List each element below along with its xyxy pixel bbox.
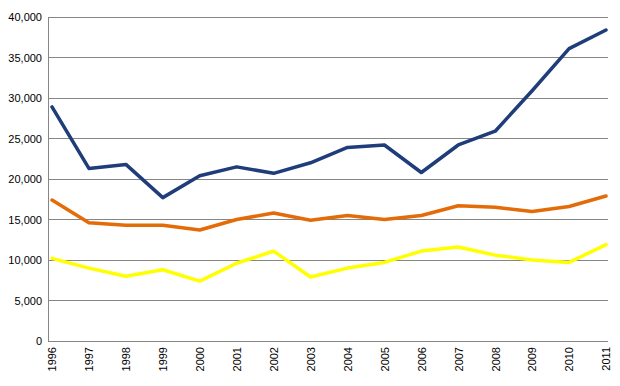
- series-line: [52, 245, 606, 281]
- x-tick: 1999: [157, 341, 169, 371]
- x-tick: 2008: [490, 341, 502, 371]
- x-tick: 1996: [46, 341, 58, 371]
- x-tick-label: 2003: [305, 347, 317, 371]
- y-tick-label: 40,000: [8, 11, 42, 23]
- x-tick: 2005: [379, 341, 391, 371]
- y-tick-label: 10,000: [8, 254, 42, 266]
- grid-line: [48, 57, 608, 58]
- x-tick-label: 2002: [268, 347, 280, 371]
- x-tick: 1998: [120, 341, 132, 371]
- x-tick: 2002: [268, 341, 280, 371]
- x-tick-label: 2008: [490, 347, 502, 371]
- x-tick: 1997: [83, 341, 95, 371]
- y-axis-line: [48, 18, 49, 342]
- y-tick: 40,000: [8, 11, 48, 23]
- y-tick: 10,000: [8, 254, 48, 266]
- x-tick-label: 2009: [526, 347, 538, 371]
- x-tick-label: 2001: [231, 347, 243, 371]
- grid-line: [48, 17, 608, 18]
- y-tick-label: 15,000: [8, 214, 42, 226]
- plot: 0 5,000 10,000 15,000 20,000 25,000 30,000 35,0…: [8, 11, 612, 371]
- y-tick-label: 20,000: [8, 173, 42, 185]
- x-tick-label: 1998: [120, 347, 132, 371]
- x-axis: 1996 1997 1998 1999 2000 2001 2002 2003 2004 2005…: [46, 341, 612, 371]
- x-tick-label: 2006: [416, 347, 428, 371]
- x-tick: 2001: [231, 341, 243, 371]
- y-tick: 15,000: [8, 214, 48, 226]
- x-tick: 2009: [526, 341, 538, 371]
- grid-line: [48, 300, 608, 301]
- y-tick-label: 25,000: [8, 133, 42, 145]
- x-tick-label: 2010: [563, 347, 575, 371]
- x-tick: 2000: [194, 341, 206, 371]
- y-tick: 5,000: [14, 295, 48, 307]
- x-tick: 2004: [342, 341, 354, 371]
- x-tick: 2006: [416, 341, 428, 371]
- x-tick-label: 1996: [46, 347, 58, 371]
- series-line: [52, 30, 606, 198]
- lines: [52, 30, 606, 281]
- y-tick-label: 0: [36, 335, 42, 347]
- grid: [48, 17, 608, 341]
- chart: 0 5,000 10,000 15,000 20,000 25,000 30,000 35,0…: [0, 0, 620, 386]
- series-line: [52, 196, 606, 230]
- y-tick-label: 30,000: [8, 92, 42, 104]
- x-tick-label: 1999: [157, 347, 169, 371]
- x-tick-label: 2005: [379, 347, 391, 371]
- y-tick: 35,000: [8, 52, 48, 64]
- x-tick: 2010: [563, 341, 575, 371]
- y-tick: 30,000: [8, 92, 48, 104]
- x-tick: 2007: [453, 341, 465, 371]
- y-axis: 0 5,000 10,000 15,000 20,000 25,000 30,000 35,0…: [8, 11, 48, 347]
- y-tick-label: 5,000: [14, 295, 42, 307]
- x-tick-label: 2004: [342, 347, 354, 371]
- grid-line: [48, 341, 608, 342]
- x-tick: 2003: [305, 341, 317, 371]
- x-tick-label: 1997: [83, 347, 95, 371]
- grid-line: [48, 179, 608, 180]
- y-tick-label: 35,000: [8, 52, 42, 64]
- y-tick: 20,000: [8, 173, 48, 185]
- x-tick-label: 2000: [194, 347, 206, 371]
- y-tick: 25,000: [8, 133, 48, 145]
- x-tick: 2011: [600, 341, 612, 371]
- grid-line: [48, 138, 608, 139]
- y-tick: 0: [36, 335, 48, 347]
- x-tick-label: 2007: [453, 347, 465, 371]
- x-axis-line: [53, 341, 607, 342]
- x-tick-label: 2011: [600, 347, 612, 371]
